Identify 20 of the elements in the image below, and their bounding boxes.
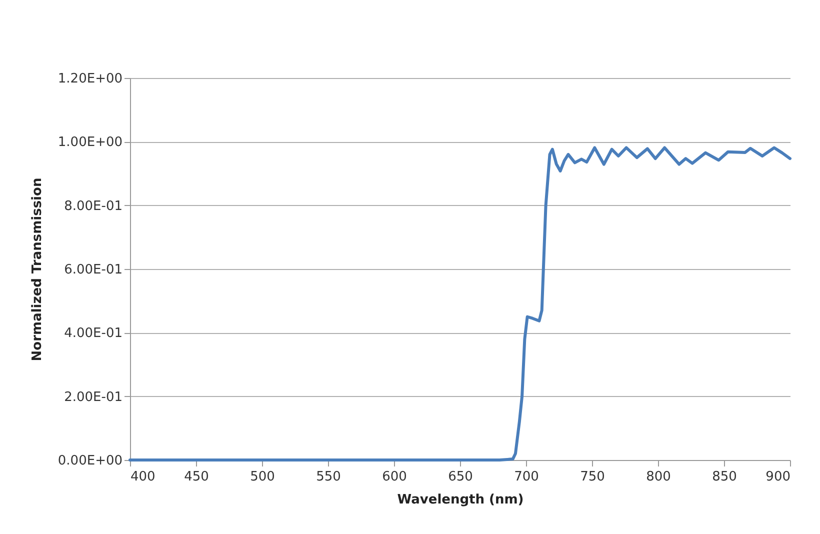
x-tick-label: 550 [316,470,341,484]
x-axis-title: Wavelength (nm) [397,492,524,508]
x-tick-label: 700 [514,470,539,484]
x-tick-label: 850 [712,470,737,484]
x-tick-label: 600 [382,470,407,484]
y-tick-label: 6.00E-01 [64,262,122,278]
x-tick-label: 750 [580,470,605,484]
y-tick-label: 1.20E+00 [58,72,122,86]
y-tick-label: 8.00E-01 [64,198,122,214]
y-tick-label: 2.00E-01 [64,390,122,405]
y-tick-label: 4.00E-01 [64,326,122,342]
y-axis-title: Normalized Transmission [30,178,45,362]
x-tick-label: 650 [448,470,473,484]
x-tick-label: 500 [250,470,275,484]
x-tick-label: 400 [130,470,156,484]
y-tick-label: 1.00E+00 [58,135,122,150]
x-tick-label: 800 [646,470,671,484]
x-tick-label: 450 [184,470,209,484]
y-tick-label: 0.00E+00 [58,454,122,468]
x-tick-label: 900 [766,470,790,484]
